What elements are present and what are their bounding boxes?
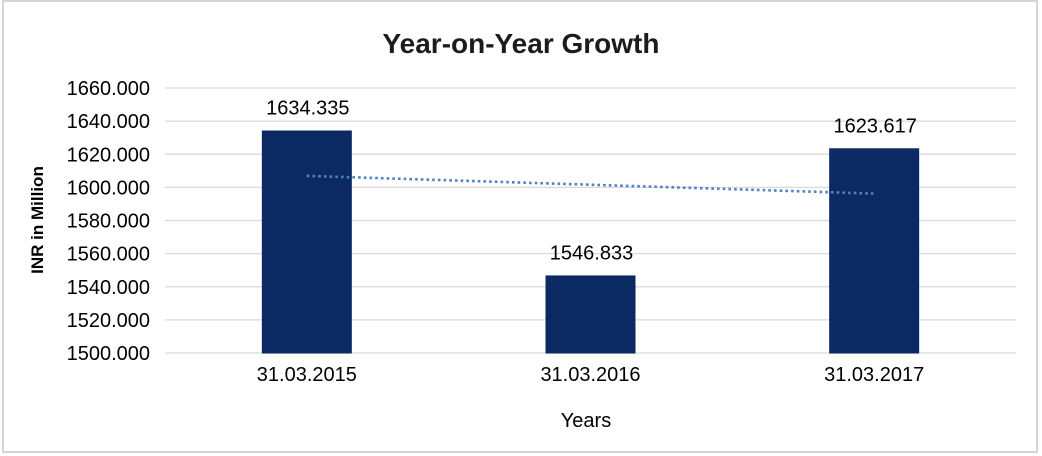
- bar-data-label: 1546.833: [550, 242, 633, 264]
- bar: [545, 275, 636, 354]
- x-tick-label: 31.03.2015: [257, 364, 357, 386]
- x-tick-label: 31.03.2017: [824, 364, 924, 386]
- trendline-layer: [306, 174, 875, 195]
- y-tick-label: 1500.000: [67, 343, 150, 365]
- labels-layer: 1500.000 1520.000 1540.000 1560.000 1580.000…: [67, 78, 925, 386]
- linear-trendline: [306, 174, 875, 195]
- y-tick-label: 1580.000: [67, 211, 150, 233]
- y-tick-label: 1560.000: [67, 244, 150, 266]
- y-tick-label: 1620.000: [67, 144, 150, 166]
- bar-data-label: 1634.335: [266, 98, 349, 120]
- y-tick-label: 1540.000: [67, 277, 150, 299]
- bars-layer: [261, 130, 920, 354]
- y-axis-title: INR in Million: [28, 166, 47, 274]
- y-tick-label: 1640.000: [67, 111, 150, 133]
- y-tick-label: 1520.000: [67, 310, 150, 332]
- x-tick-label: 31.03.2016: [540, 364, 640, 386]
- bar: [261, 130, 352, 354]
- chart-title: Year-on-Year Growth: [383, 28, 660, 59]
- bar-data-label: 1623.617: [833, 115, 916, 137]
- bar: [829, 148, 920, 354]
- x-axis-title: Years: [561, 410, 611, 432]
- y-tick-label: 1600.000: [67, 177, 150, 199]
- y-tick-label: 1660.000: [67, 78, 150, 100]
